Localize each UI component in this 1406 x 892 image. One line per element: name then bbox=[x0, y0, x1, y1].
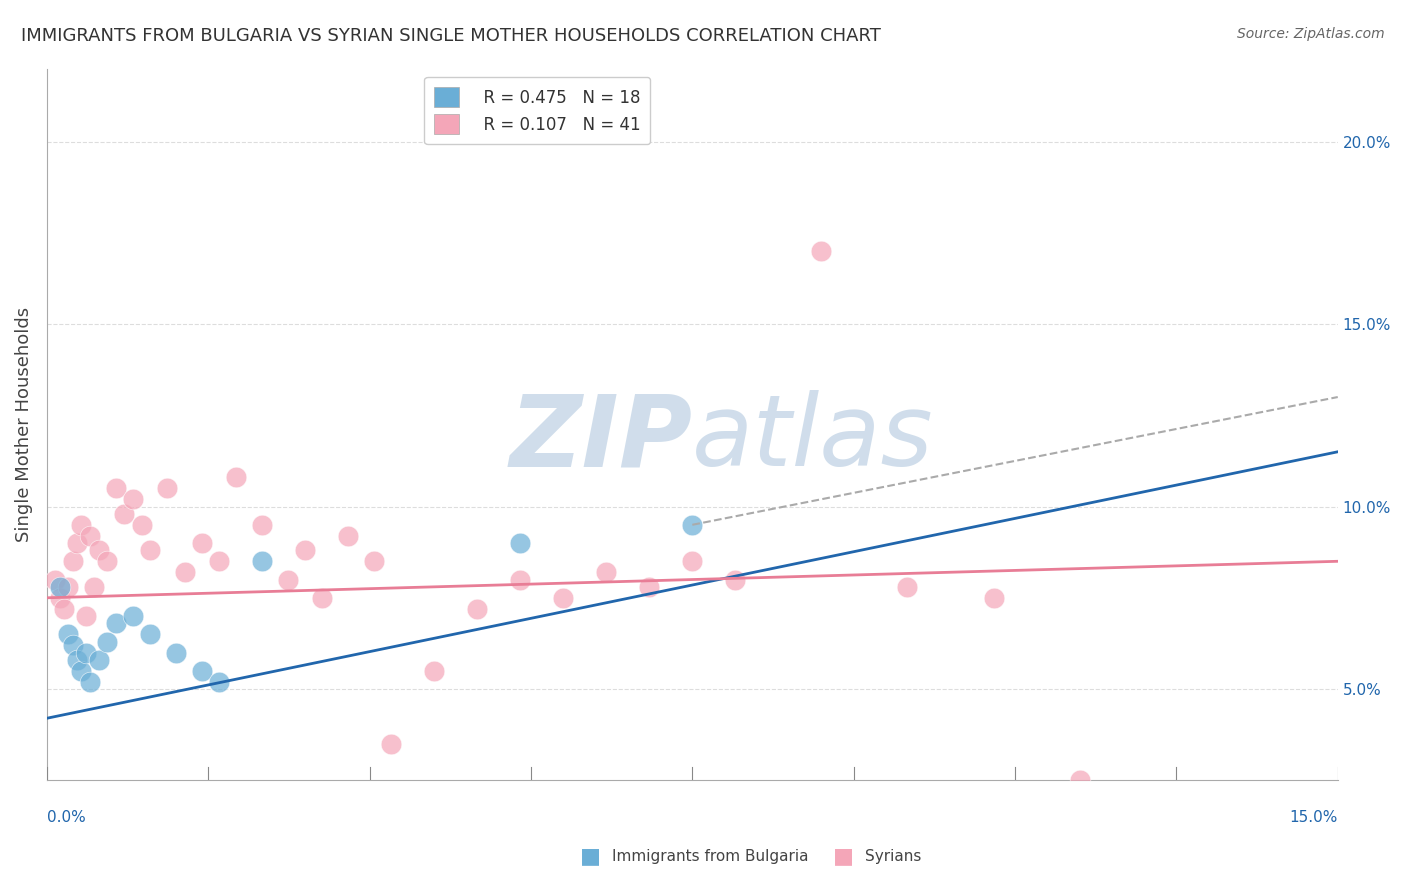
Point bbox=[509, 573, 531, 587]
Point bbox=[62, 554, 84, 568]
Point bbox=[553, 591, 575, 605]
Point bbox=[363, 554, 385, 568]
Point bbox=[165, 646, 187, 660]
Point bbox=[66, 653, 89, 667]
Point bbox=[75, 646, 97, 660]
Point bbox=[62, 638, 84, 652]
Point bbox=[208, 674, 231, 689]
Point bbox=[380, 737, 402, 751]
Point bbox=[139, 543, 162, 558]
Legend:   R = 0.475   N = 18,   R = 0.107   N = 41: R = 0.475 N = 18, R = 0.107 N = 41 bbox=[425, 77, 651, 145]
Point bbox=[122, 609, 145, 624]
Point bbox=[96, 634, 118, 648]
Text: ■: ■ bbox=[834, 847, 853, 866]
Point bbox=[465, 601, 488, 615]
Point bbox=[277, 573, 299, 587]
Text: atlas: atlas bbox=[692, 390, 934, 487]
Text: IMMIGRANTS FROM BULGARIA VS SYRIAN SINGLE MOTHER HOUSEHOLDS CORRELATION CHART: IMMIGRANTS FROM BULGARIA VS SYRIAN SINGL… bbox=[21, 27, 882, 45]
Point bbox=[70, 517, 93, 532]
Text: Syrians: Syrians bbox=[865, 849, 921, 863]
Point bbox=[983, 591, 1005, 605]
Point bbox=[122, 492, 145, 507]
Text: Immigrants from Bulgaria: Immigrants from Bulgaria bbox=[612, 849, 808, 863]
Point bbox=[49, 591, 72, 605]
Point bbox=[208, 554, 231, 568]
Text: 15.0%: 15.0% bbox=[1289, 810, 1337, 824]
Text: Source: ZipAtlas.com: Source: ZipAtlas.com bbox=[1237, 27, 1385, 41]
Point bbox=[250, 517, 273, 532]
Point bbox=[139, 627, 162, 641]
Point bbox=[79, 529, 101, 543]
Point bbox=[156, 481, 179, 495]
Point bbox=[896, 580, 918, 594]
Point bbox=[681, 517, 703, 532]
Point bbox=[173, 566, 195, 580]
Point bbox=[96, 554, 118, 568]
Point bbox=[225, 470, 247, 484]
Point bbox=[423, 664, 446, 678]
Point bbox=[1069, 773, 1091, 788]
Point bbox=[70, 664, 93, 678]
Point bbox=[595, 566, 617, 580]
Point bbox=[810, 244, 832, 258]
Point bbox=[509, 536, 531, 550]
Point bbox=[87, 543, 110, 558]
Text: ZIP: ZIP bbox=[509, 390, 692, 487]
Point bbox=[83, 580, 105, 594]
Point bbox=[638, 580, 661, 594]
Point bbox=[58, 580, 80, 594]
Point bbox=[49, 580, 72, 594]
Point bbox=[191, 664, 214, 678]
Text: 0.0%: 0.0% bbox=[46, 810, 86, 824]
Text: ■: ■ bbox=[581, 847, 600, 866]
Point bbox=[337, 529, 360, 543]
Point bbox=[724, 573, 747, 587]
Point bbox=[79, 674, 101, 689]
Point bbox=[250, 554, 273, 568]
Point bbox=[681, 554, 703, 568]
Y-axis label: Single Mother Households: Single Mother Households bbox=[15, 307, 32, 542]
Point bbox=[112, 507, 135, 521]
Point bbox=[75, 609, 97, 624]
Point bbox=[191, 536, 214, 550]
Point bbox=[53, 601, 76, 615]
Point bbox=[58, 627, 80, 641]
Point bbox=[294, 543, 316, 558]
Point bbox=[104, 481, 127, 495]
Point bbox=[87, 653, 110, 667]
Point bbox=[104, 616, 127, 631]
Point bbox=[311, 591, 333, 605]
Point bbox=[131, 517, 153, 532]
Point bbox=[66, 536, 89, 550]
Point bbox=[44, 573, 66, 587]
